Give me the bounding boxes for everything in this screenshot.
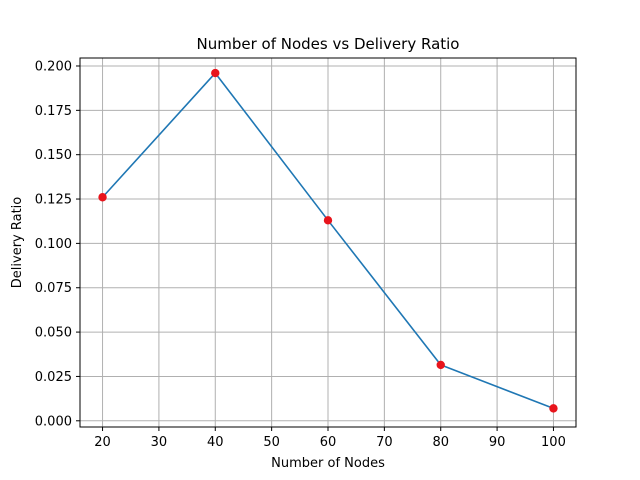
- x-tick-label: 50: [263, 435, 280, 450]
- data-point: [549, 404, 558, 413]
- y-tick-label: 0.150: [35, 148, 72, 163]
- x-tick-label: 80: [432, 435, 449, 450]
- data-point: [211, 68, 220, 78]
- data-point: [98, 193, 107, 202]
- grid: [80, 58, 576, 427]
- x-tick-label: 30: [151, 435, 168, 450]
- x-tick-label: 90: [489, 435, 506, 450]
- x-tick-label: 70: [376, 435, 393, 450]
- y-tick-label: 0.075: [35, 281, 72, 296]
- plot-frame: [79, 57, 577, 428]
- x-tick-label: 100: [541, 435, 566, 450]
- y-tick-label: 0.000: [35, 414, 72, 429]
- y-tick-label: 0.125: [35, 193, 72, 208]
- x-tick-label: 40: [207, 435, 224, 450]
- y-tick-label: 0.100: [35, 237, 72, 252]
- data-point: [323, 216, 333, 225]
- x-axis-title: Number of Nodes: [271, 456, 385, 471]
- x-tick-label: 60: [320, 435, 337, 450]
- y-tick-label: 0.200: [35, 59, 72, 74]
- plot-data: [98, 68, 558, 413]
- y-tick-label: 0.025: [35, 370, 72, 385]
- x-tick-label: 20: [94, 435, 111, 450]
- y-axis-title: Delivery Ratio: [10, 197, 25, 289]
- y-tick-label: 0.050: [35, 326, 72, 341]
- data-point: [436, 360, 445, 370]
- ticks: 20 30 40 50 60 70 80 90 100 0.000 0.025 0.050 0.075 0…: [35, 59, 566, 450]
- y-tick-label: 0.175: [35, 104, 72, 119]
- chart-title: Number of Nodes vs Delivery Ratio: [197, 35, 460, 53]
